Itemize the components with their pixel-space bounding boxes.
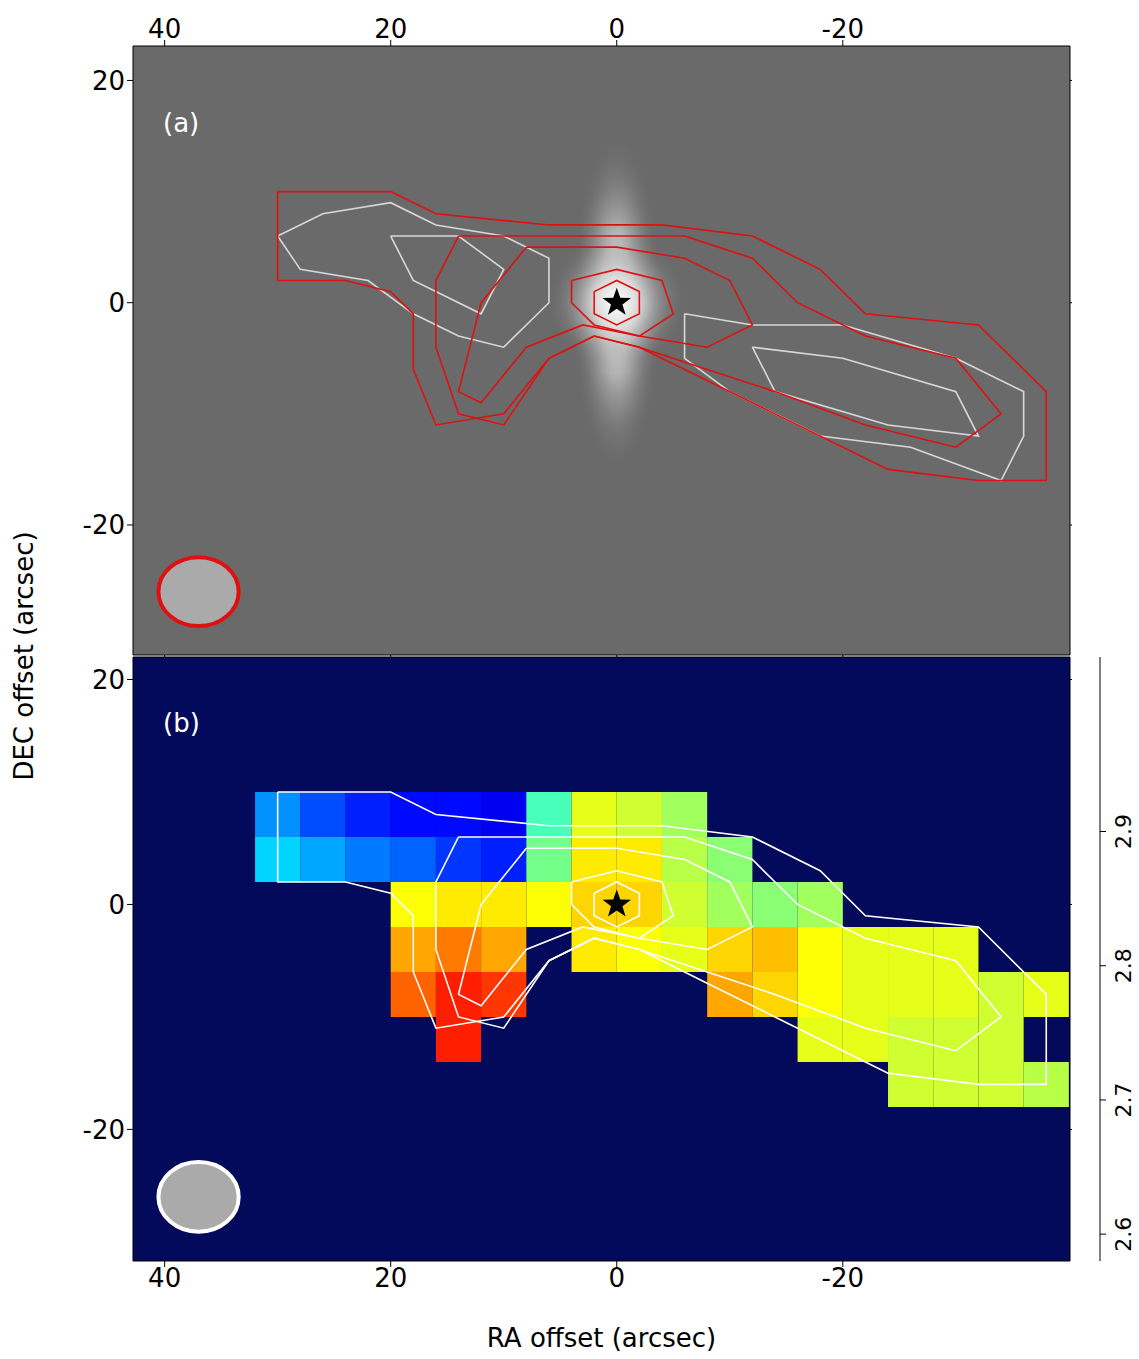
svg-text:RA offset (arcsec): RA offset (arcsec) — [487, 1323, 716, 1353]
svg-text:2.9: 2.9 — [1112, 814, 1137, 849]
svg-text:2.7: 2.7 — [1112, 1082, 1137, 1117]
svg-text:20: 20 — [92, 66, 125, 96]
svg-text:2.6: 2.6 — [1112, 1217, 1137, 1252]
svg-text:-20: -20 — [83, 510, 125, 540]
svg-text:40: 40 — [148, 14, 181, 44]
html-text:DEC offset (arcsec): DEC offset (arcsec) — [9, 531, 39, 781]
html-text:(a): (a) — [163, 108, 200, 138]
svg-text:0: 0 — [608, 14, 625, 44]
svg-text:0: 0 — [108, 288, 125, 318]
svg-text:0: 0 — [608, 1263, 625, 1293]
svg-text:20: 20 — [374, 1263, 407, 1293]
html-text:(b): (b) — [163, 708, 200, 738]
svg-text:20: 20 — [92, 665, 125, 695]
svg-text:-20: -20 — [822, 14, 864, 44]
svg-text:-20: -20 — [83, 1115, 125, 1145]
svg-text:2.8: 2.8 — [1112, 948, 1137, 983]
svg-text:0: 0 — [108, 890, 125, 920]
svg-text:40: 40 — [148, 1263, 181, 1293]
svg-text:-20: -20 — [822, 1263, 864, 1293]
svg-text:20: 20 — [374, 14, 407, 44]
